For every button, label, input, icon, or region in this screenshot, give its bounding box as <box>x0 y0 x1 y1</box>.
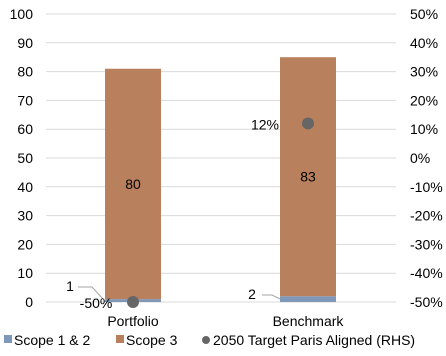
gridlines <box>46 13 396 303</box>
bar-scope3-benchmark <box>280 57 336 297</box>
left-tick-label: 100 <box>10 6 34 22</box>
left-tick-label: 80 <box>17 64 33 80</box>
left-tick-label: 90 <box>17 35 33 51</box>
scatter-point-portfolio <box>127 296 139 308</box>
right-tick-label: 30% <box>410 64 438 80</box>
right-tick-label: 20% <box>410 92 438 108</box>
left-tick-label: 50 <box>17 150 33 166</box>
leader-line <box>78 286 104 300</box>
legend-label-target: 2050 Target Paris Aligned (RHS) <box>213 332 415 348</box>
category-labels: Portfolio Benchmark <box>107 313 344 329</box>
right-tick-label: -50% <box>410 294 443 310</box>
left-axis: 0 10 20 30 40 50 60 70 80 90 100 <box>10 6 34 310</box>
bar-scope12-benchmark <box>280 296 336 302</box>
legend-swatch-scope3 <box>116 335 124 343</box>
left-tick-label: 10 <box>17 265 33 281</box>
legend-label-scope12: Scope 1 & 2 <box>14 332 90 348</box>
left-tick-label: 60 <box>17 121 33 137</box>
left-tick-label: 40 <box>17 179 33 195</box>
data-label-scope12: 1 <box>66 278 74 294</box>
right-tick-label: -10% <box>410 179 443 195</box>
right-tick-label: 40% <box>410 35 438 51</box>
category-label: Portfolio <box>107 313 159 329</box>
right-tick-label: 10% <box>410 121 438 137</box>
right-tick-label: -30% <box>410 236 443 252</box>
data-label-scope12: 2 <box>248 286 256 302</box>
right-tick-label: -40% <box>410 265 443 281</box>
left-tick-label: 0 <box>25 294 33 310</box>
legend-marker-target <box>202 336 210 344</box>
legend: Scope 1 & 2 Scope 3 2050 Target Paris Alig… <box>4 332 415 348</box>
data-labels: 80 83 1 2 -50% 12% <box>66 116 316 311</box>
scatter-points <box>127 117 314 308</box>
leader-line <box>262 294 281 300</box>
data-label-target: -50% <box>80 295 113 311</box>
data-label-target: 12% <box>251 116 279 132</box>
data-label-scope3: 83 <box>300 169 316 185</box>
right-tick-label: 0% <box>410 150 430 166</box>
bar-scope3-portfolio <box>105 68 161 300</box>
legend-label-scope3: Scope 3 <box>126 332 178 348</box>
left-tick-label: 20 <box>17 236 33 252</box>
legend-swatch-scope12 <box>4 335 12 343</box>
right-tick-label: 50% <box>410 6 438 22</box>
right-axis: -50% -40% -30% -20% -10% 0% 10% 20% 30% 40% 50% <box>410 6 443 310</box>
data-label-scope3: 80 <box>125 176 141 192</box>
left-tick-label: 70 <box>17 92 33 108</box>
right-tick-label: -20% <box>410 208 443 224</box>
left-tick-label: 30 <box>17 208 33 224</box>
category-label: Benchmark <box>273 313 345 329</box>
scatter-point-benchmark <box>302 117 314 130</box>
